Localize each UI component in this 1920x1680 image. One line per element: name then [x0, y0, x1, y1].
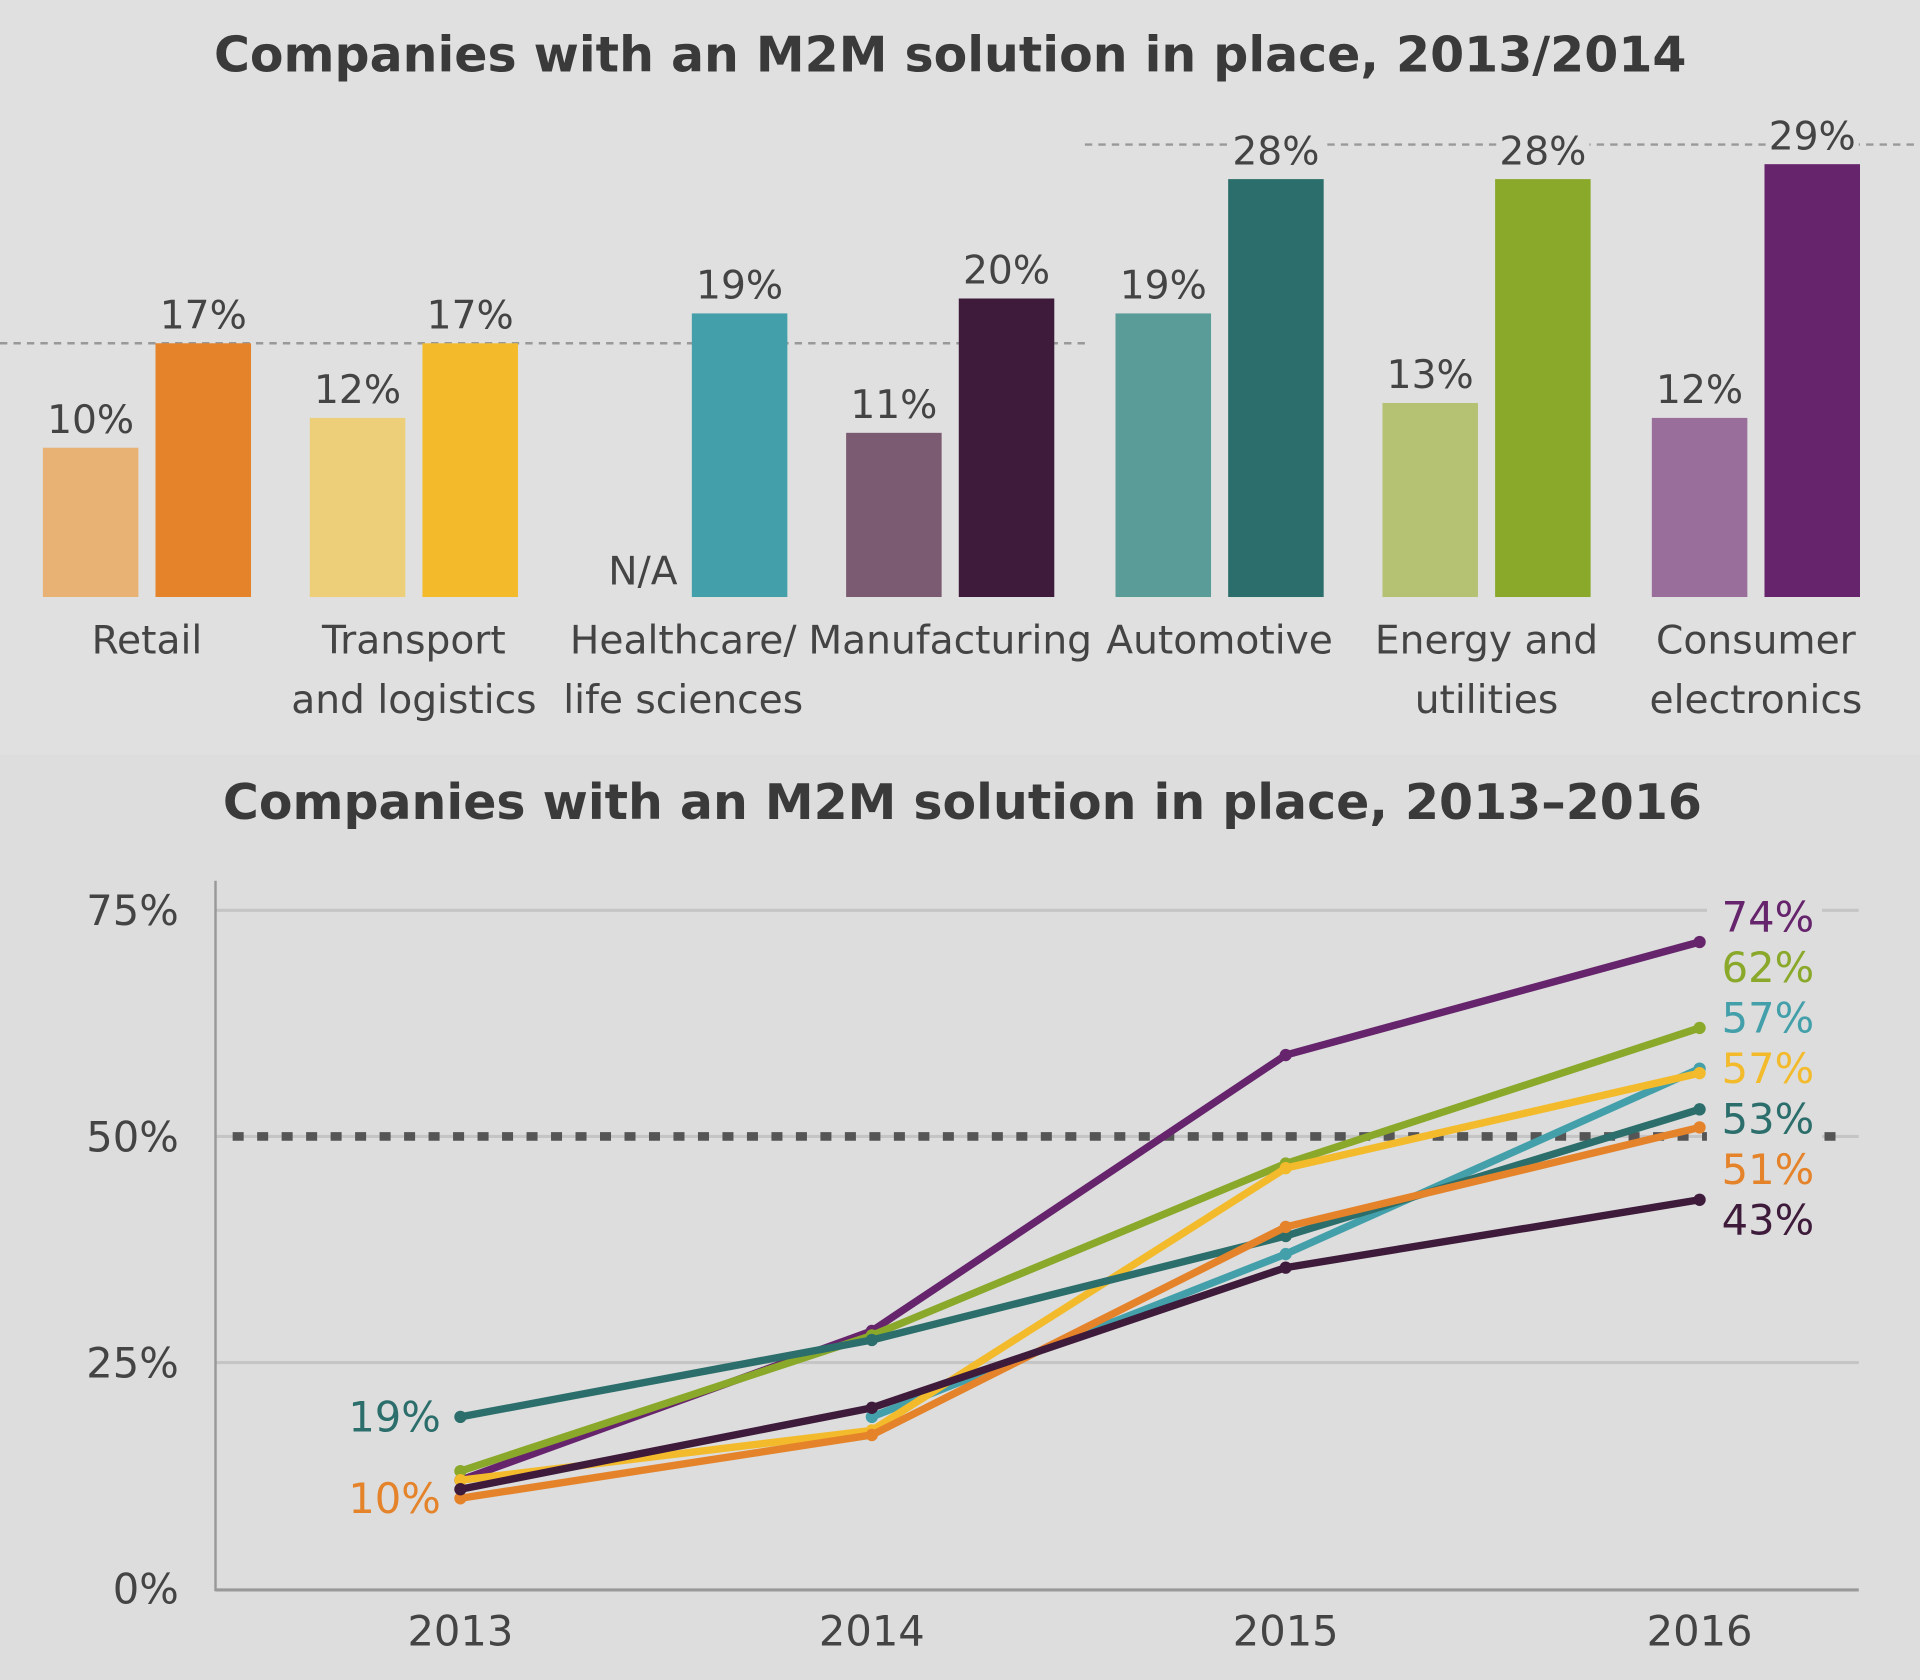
- bar-value-label: 17%: [427, 293, 514, 338]
- bar-value-label: 28%: [1499, 129, 1586, 174]
- bar-value-label: 19%: [696, 263, 783, 308]
- bar-value-label: 12%: [314, 368, 401, 413]
- data-point: [1279, 1261, 1292, 1274]
- end-value-label: 57%: [1722, 993, 1815, 1042]
- x-tick-label: 2015: [1233, 1606, 1339, 1655]
- bar-value-label: 12%: [1656, 368, 1743, 413]
- data-point: [865, 1428, 878, 1442]
- label-bg: [1229, 122, 1323, 172]
- label-bg: [693, 256, 787, 307]
- bar-2014: [691, 313, 788, 598]
- x-tick-label: 2014: [819, 1606, 925, 1655]
- bar-value-label: 19%: [1120, 263, 1207, 308]
- bar-value-label: 17%: [160, 293, 247, 338]
- category-label: and logistics: [291, 678, 536, 723]
- series-line-energy-and-utilities: [459, 1024, 1701, 1475]
- series-line-transport-and-logistics: [459, 1069, 1701, 1484]
- data-point: [1693, 935, 1706, 949]
- label-bg: [960, 241, 1054, 292]
- line-chart-panel: [0, 754, 1920, 1680]
- bar-chart-title: Companies with an M2M solution in place,…: [214, 25, 1687, 83]
- category-label: Consumer: [1656, 619, 1857, 664]
- category-label: Transport: [321, 619, 506, 664]
- bar-value-label: 10%: [47, 398, 134, 443]
- bar-2013: [42, 447, 139, 598]
- start-value-label: 10%: [348, 1474, 441, 1523]
- category-label: Manufacturing: [808, 619, 1092, 664]
- label-bg: [156, 286, 250, 336]
- y-tick-label: 75%: [86, 886, 179, 935]
- bar-2014: [958, 298, 1055, 598]
- label-bg: [1496, 122, 1590, 172]
- data-point: [1279, 1161, 1292, 1175]
- bar-chart: 10% 17% Retail 12% 17% Transport and logistics…: [0, 107, 1920, 723]
- bar-value-label: 20%: [963, 249, 1050, 294]
- y-tick-label: 25%: [86, 1338, 179, 1387]
- end-value-label: 51%: [1722, 1145, 1815, 1194]
- category-label: Energy and: [1375, 619, 1598, 664]
- data-point: [454, 1483, 467, 1496]
- bar-2014: [1495, 179, 1591, 598]
- y-tick-label: 50%: [86, 1112, 179, 1161]
- bar-2014: [1228, 179, 1324, 598]
- data-point: [1693, 1066, 1706, 1080]
- data-point: [1279, 1220, 1292, 1234]
- category-label: Healthcare/: [570, 619, 797, 664]
- category-label: life sciences: [563, 678, 803, 723]
- data-point: [1693, 1121, 1706, 1134]
- data-point: [1279, 1048, 1292, 1062]
- line-chart: 0%25%50%75%2013 2014 2015 201674%62%57%57%5…: [86, 880, 1859, 1655]
- data-point: [1693, 1103, 1706, 1116]
- series-line-automotive: [459, 1105, 1701, 1421]
- bar-2014: [422, 343, 518, 598]
- bar-2013: [1651, 417, 1748, 598]
- data-point: [1279, 1229, 1292, 1243]
- bar-2014: [1764, 164, 1860, 598]
- data-point: [1279, 1247, 1292, 1261]
- data-point: [454, 1474, 467, 1487]
- x-tick-label: 2016: [1647, 1606, 1753, 1655]
- end-value-label: 62%: [1722, 943, 1815, 992]
- data-point: [454, 1492, 467, 1505]
- series-line-retail: [459, 1123, 1701, 1502]
- category-label: Automotive: [1106, 619, 1333, 664]
- label-bg: [1765, 107, 1859, 157]
- start-value-label: 19%: [348, 1393, 441, 1442]
- data-point: [454, 1464, 467, 1478]
- bar-value-label: 29%: [1769, 114, 1856, 159]
- y-tick-label: 0%: [113, 1564, 179, 1613]
- data-point: [1693, 1021, 1706, 1035]
- data-point: [454, 1410, 467, 1424]
- x-tick-label: 2013: [407, 1606, 513, 1655]
- bar-2014: [155, 343, 252, 598]
- bar-2013: [846, 432, 942, 598]
- bar-2013: [1115, 313, 1212, 598]
- label-bg: [423, 286, 517, 336]
- data-point: [865, 1333, 878, 1347]
- bar-value-label: 28%: [1232, 129, 1319, 174]
- end-value-label: 57%: [1722, 1044, 1815, 1093]
- end-value-label: 53%: [1722, 1094, 1815, 1143]
- data-point: [865, 1410, 878, 1424]
- end-value-label: 74%: [1722, 892, 1815, 941]
- end-labels-bg: [1706, 885, 1823, 1244]
- data-point: [1693, 1193, 1706, 1206]
- category-label: utilities: [1415, 678, 1559, 723]
- bar-value-label: 13%: [1387, 353, 1474, 398]
- category-label: electronics: [1650, 678, 1863, 723]
- line-chart-title: Companies with an M2M solution in place,…: [223, 773, 1702, 831]
- bar-2013: [309, 417, 406, 598]
- bar-2013: [1382, 402, 1478, 598]
- data-point: [865, 1401, 878, 1414]
- category-label: Retail: [92, 619, 203, 664]
- end-value-label: 43%: [1722, 1196, 1815, 1245]
- na-label: N/A: [608, 550, 677, 595]
- series-line-manufacturing: [459, 1196, 1701, 1493]
- bar-value-label: 11%: [850, 383, 937, 428]
